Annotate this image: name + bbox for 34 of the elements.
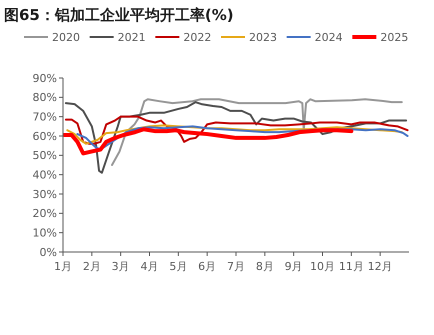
x-tick-label: 1月: [54, 260, 72, 273]
x-tick-label: 3月: [112, 260, 130, 273]
y-tick-label: 50%: [32, 149, 57, 162]
y-tick-label: 0%: [40, 246, 57, 259]
x-tick-label: 6月: [198, 260, 216, 273]
line-series: [64, 116, 409, 145]
x-tick-label: 2月: [82, 260, 101, 273]
line-series: [62, 127, 354, 156]
y-tick-label: 10%: [32, 226, 57, 240]
y-tick-label: 20%: [32, 207, 57, 220]
legend-label: 2021: [118, 30, 146, 44]
legend-label: 2020: [52, 30, 80, 44]
x-tick-label: 12月: [368, 260, 393, 273]
legend-label: 2024: [314, 30, 343, 44]
y-tick-label: 40%: [32, 168, 57, 182]
y-tick-label: 80%: [32, 91, 57, 104]
y-tick-label: 70%: [32, 110, 57, 124]
line-series: [111, 98, 403, 166]
x-tick-label: 11月: [338, 260, 364, 273]
y-tick-label: 90%: [32, 72, 57, 85]
x-tick-label: 4月: [140, 260, 158, 273]
y-tick-label: 60%: [32, 130, 57, 143]
x-tick-label: 9月: [284, 260, 303, 273]
legend-label: 2025: [380, 30, 408, 44]
x-tick-label: 10月: [310, 260, 335, 273]
line-series: [76, 125, 409, 151]
legend-label: 2023: [249, 30, 277, 44]
chart-title: 图65：铝加工企业平均开工率(%): [4, 6, 234, 24]
y-tick-label: 30%: [32, 188, 57, 201]
legend-label: 2022: [183, 30, 212, 44]
line-series: [66, 124, 403, 145]
x-tick-label: 7月: [227, 260, 245, 273]
x-tick-label: 8月: [256, 260, 274, 273]
x-tick-label: 5月: [169, 260, 188, 273]
